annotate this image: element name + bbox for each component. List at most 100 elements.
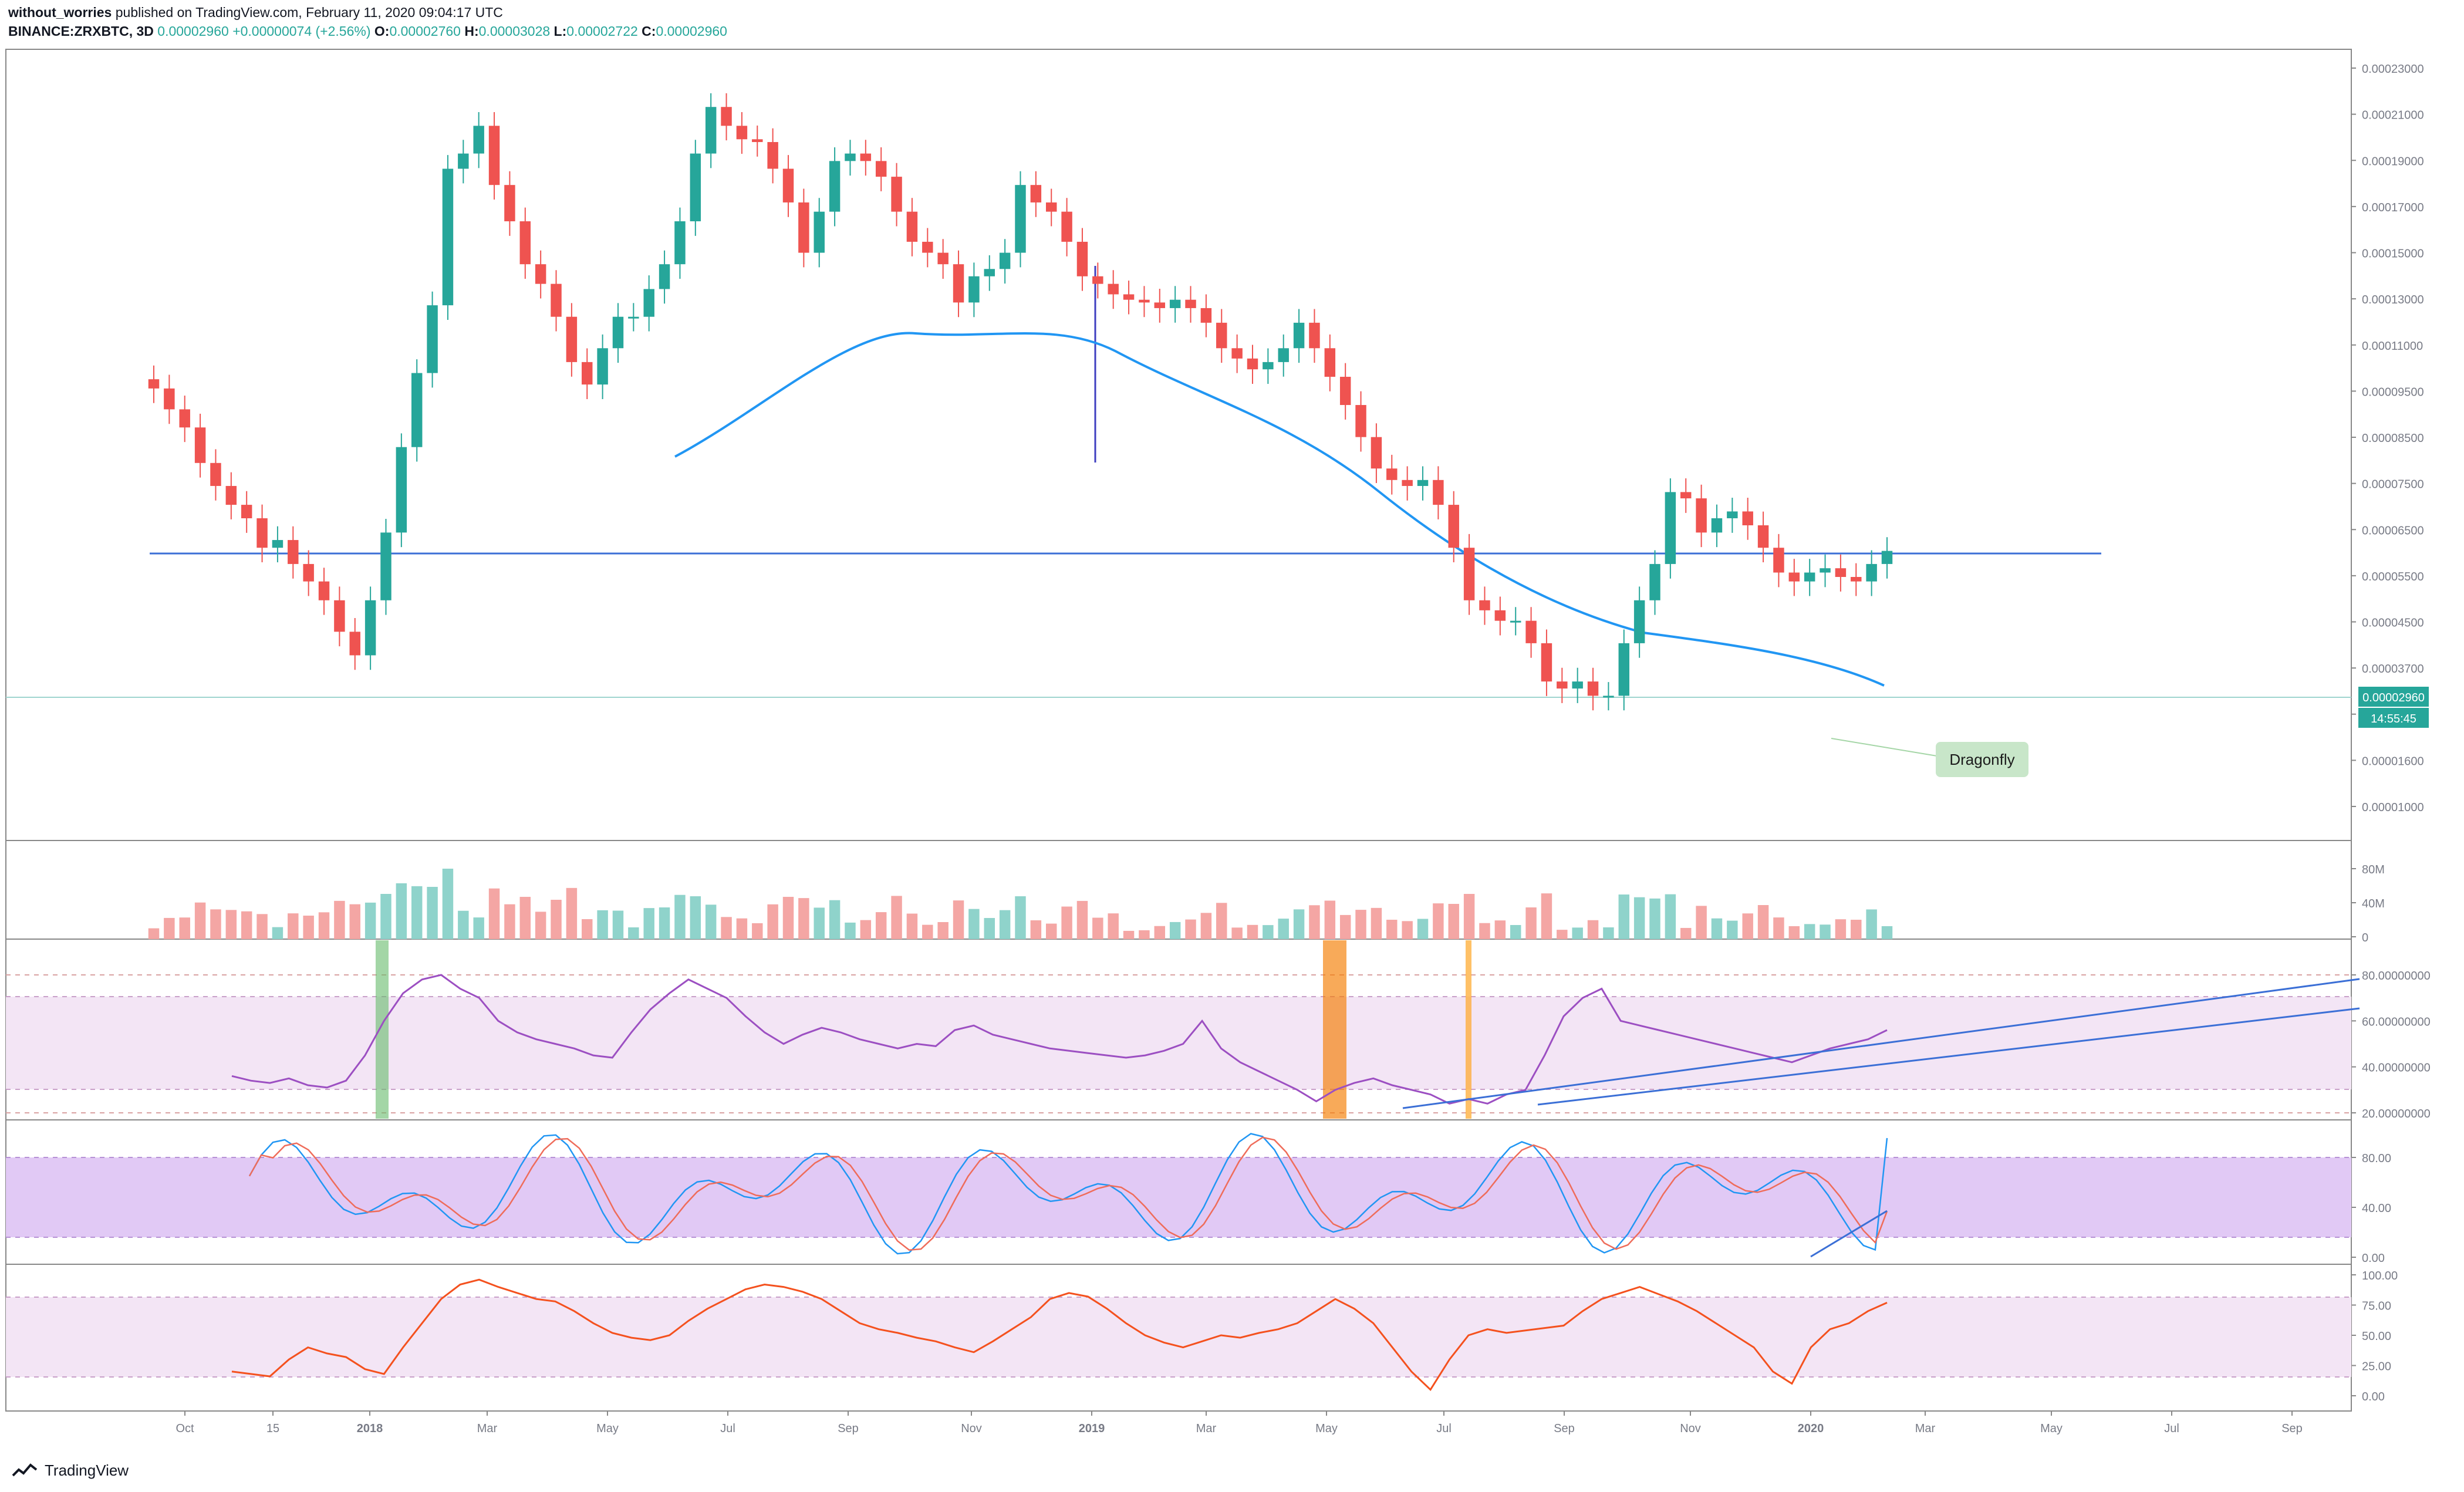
volume-bar bbox=[1185, 919, 1196, 939]
time-tick-label: 2020 bbox=[1798, 1422, 1824, 1435]
candle-body bbox=[1788, 572, 1800, 582]
volume-bar bbox=[1479, 923, 1490, 939]
osc-axis-ticks: 100.00 75.00 50.00 25.00 0.00 bbox=[2351, 1270, 2398, 1403]
volume-bar bbox=[829, 900, 841, 939]
time-tick-label: Sep bbox=[2281, 1422, 2303, 1435]
candle-body bbox=[1046, 202, 1057, 212]
candle-body bbox=[1386, 468, 1398, 480]
volume-bar bbox=[380, 894, 391, 939]
volume-bar bbox=[814, 907, 825, 939]
volume-bar bbox=[1030, 920, 1042, 939]
volume-bar bbox=[1727, 920, 1738, 939]
tradingview-footer[interactable]: TradingView bbox=[12, 1461, 129, 1480]
time-tick-label: 15 bbox=[266, 1422, 279, 1435]
candle-body bbox=[721, 107, 732, 126]
candle-body bbox=[504, 185, 515, 222]
price-axis-ticks: 0.00023000 0.00021000 0.00019000 0.00017000… bbox=[2351, 63, 2424, 814]
volume-bar bbox=[875, 912, 887, 939]
stoch-axis-ticks: 80.00 40.00 0.00 bbox=[2351, 1152, 2391, 1265]
candle-body bbox=[1649, 563, 1660, 600]
volume-bar bbox=[628, 927, 639, 939]
candle-body bbox=[1572, 681, 1583, 689]
candle-body bbox=[1525, 620, 1537, 643]
candle-body bbox=[303, 563, 314, 582]
last-price-tag bbox=[2358, 687, 2429, 707]
dragonfly-text: Dragonfly bbox=[1949, 751, 2014, 768]
price-pane-frame bbox=[5, 49, 2352, 841]
candle-body bbox=[396, 447, 407, 533]
candle-body bbox=[1727, 511, 1738, 519]
volume-bar bbox=[1263, 925, 1274, 939]
rsi-tick-label: 40.00000000 bbox=[2362, 1062, 2431, 1075]
time-tick-label: Nov bbox=[961, 1422, 982, 1435]
candle-body bbox=[814, 211, 825, 253]
volume-bar bbox=[953, 900, 964, 939]
chart-canvas[interactable]: 0.00023000 0.00021000 0.00019000 0.00017000… bbox=[0, 46, 2464, 1461]
volume-bar bbox=[442, 869, 454, 939]
author-name[interactable]: without_worries bbox=[8, 5, 112, 20]
volume-bar bbox=[736, 918, 748, 939]
candle-body bbox=[1494, 610, 1506, 621]
candle-body bbox=[1510, 620, 1521, 623]
stoch-trendline bbox=[1810, 1210, 1888, 1258]
last-price: 0.00002960 bbox=[157, 23, 229, 39]
symbol-label[interactable]: BINANCE:ZRXBTC, 3D bbox=[8, 23, 154, 39]
candle-body bbox=[1154, 302, 1166, 308]
countdown-tag-text: 14:55:45 bbox=[2371, 713, 2416, 725]
volume-bar bbox=[1541, 893, 1552, 939]
candle-body bbox=[1402, 480, 1413, 486]
price-tick-label: 0.00009500 bbox=[2362, 386, 2424, 399]
volume-bar bbox=[906, 913, 918, 939]
candle-body bbox=[1680, 492, 1692, 499]
candle-body bbox=[643, 289, 654, 317]
time-tick-label: Sep bbox=[1554, 1422, 1575, 1435]
candle-body bbox=[427, 305, 438, 373]
volume-bar bbox=[272, 927, 283, 939]
candle-body bbox=[798, 202, 809, 253]
candle-body bbox=[597, 348, 608, 385]
candle-body bbox=[551, 283, 562, 317]
volume-bar bbox=[1649, 898, 1660, 939]
candle-body bbox=[1773, 548, 1784, 573]
volume-bar bbox=[225, 910, 237, 939]
rsi-highlight-orange bbox=[1323, 940, 1346, 1119]
candle-body bbox=[1231, 348, 1243, 359]
volume-bar bbox=[1557, 930, 1568, 939]
candle-body bbox=[164, 388, 175, 410]
high-value: 0.00003028 bbox=[478, 23, 551, 39]
candle-body bbox=[1603, 696, 1614, 698]
candle-body bbox=[845, 153, 856, 161]
osc-tick-label: 75.00 bbox=[2362, 1300, 2391, 1313]
volume-bar bbox=[643, 908, 654, 939]
candle-body bbox=[659, 264, 670, 289]
rsi-band bbox=[6, 997, 2351, 1089]
volume-bar bbox=[1510, 925, 1521, 939]
candle-body bbox=[612, 316, 624, 349]
candle-body bbox=[1355, 405, 1366, 437]
volume-bar bbox=[1154, 926, 1166, 939]
volume-bar bbox=[1711, 918, 1723, 939]
candles-group bbox=[148, 93, 1893, 711]
volume-bar bbox=[1773, 917, 1784, 939]
candle-body bbox=[1881, 551, 1893, 564]
candle-body bbox=[782, 168, 794, 202]
volume-tick-label: 40M bbox=[2362, 897, 2385, 910]
candle-body bbox=[937, 252, 949, 265]
volume-bar bbox=[721, 917, 732, 939]
volume-bar bbox=[1494, 920, 1506, 939]
volume-bar bbox=[241, 911, 252, 939]
time-tick-label: Nov bbox=[1680, 1422, 1701, 1435]
volume-bar bbox=[1402, 921, 1413, 939]
volume-bar bbox=[411, 886, 423, 939]
rsi-highlight-orange-2 bbox=[1466, 940, 1471, 1119]
volume-bar bbox=[303, 916, 314, 939]
rsi-axis-ticks: 80.00000000 60.00000000 40.00000000 20.0000… bbox=[2351, 970, 2431, 1120]
volume-bar bbox=[1061, 906, 1072, 939]
last-price-tag-text: 0.00002960 bbox=[2362, 691, 2425, 704]
candle-body bbox=[179, 409, 190, 428]
change-value: +0.00000074 (+2.56%) bbox=[232, 23, 371, 39]
candle-body bbox=[1200, 308, 1212, 323]
dragonfly-callout[interactable] bbox=[1936, 742, 2028, 777]
candle-body bbox=[519, 221, 531, 265]
time-tick-label: Jul bbox=[1436, 1422, 1452, 1435]
